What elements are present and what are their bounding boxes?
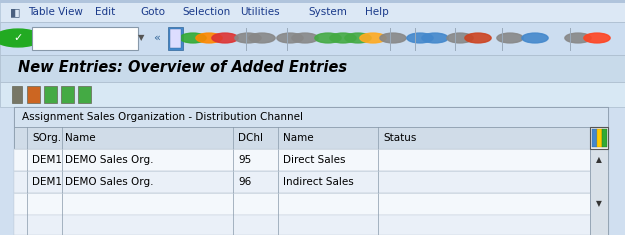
Text: DEMO Sales Org.: DEMO Sales Org. [65,155,154,165]
Text: 95: 95 [238,155,251,165]
Bar [14,107,608,127]
Bar [170,29,181,48]
Bar [590,149,608,235]
Bar [14,171,608,193]
Circle shape [584,33,610,43]
Bar [14,107,608,235]
Bar [597,129,602,147]
Bar [590,127,608,149]
Text: 96: 96 [238,177,251,187]
Text: ◧: ◧ [10,7,21,17]
Bar [0,0,625,22]
Text: DChl: DChl [238,133,263,143]
Bar [0,0,625,3]
Text: Indirect Sales: Indirect Sales [283,177,354,187]
Text: New Entries: Overview of Added Entries: New Entries: Overview of Added Entries [18,60,347,75]
Bar [602,129,607,147]
Circle shape [330,33,356,43]
Circle shape [407,33,433,43]
Circle shape [465,33,491,43]
Text: System: System [308,7,347,17]
Text: Name: Name [65,133,96,143]
Bar [61,86,74,103]
Circle shape [0,29,42,47]
Text: Help: Help [365,7,389,17]
Bar [12,86,22,103]
Bar [0,22,625,55]
Bar [14,127,608,149]
Text: Goto: Goto [140,7,165,17]
Circle shape [380,33,406,43]
Circle shape [212,33,238,43]
Bar [14,193,608,215]
Circle shape [315,33,341,43]
Bar [78,86,91,103]
Circle shape [235,33,261,43]
Bar [168,27,183,50]
Text: DEM1: DEM1 [32,177,62,187]
Circle shape [447,33,473,43]
Text: Direct Sales: Direct Sales [283,155,346,165]
Bar [44,86,57,103]
Text: Table View: Table View [28,7,83,17]
Text: ▼: ▼ [138,34,144,43]
Text: ✓: ✓ [13,33,22,43]
Circle shape [180,33,206,43]
Text: Utilities: Utilities [240,7,279,17]
Circle shape [422,33,448,43]
Circle shape [196,33,222,43]
Circle shape [497,33,523,43]
Text: DEM1: DEM1 [32,155,62,165]
Text: DEMO Sales Org.: DEMO Sales Org. [65,177,154,187]
Text: ▼: ▼ [596,200,602,208]
Circle shape [292,33,318,43]
Bar [27,86,40,103]
Text: ▲: ▲ [596,156,602,164]
Circle shape [565,33,591,43]
Circle shape [277,33,303,43]
Bar [14,215,608,235]
Text: Assignment Sales Organization - Distribution Channel: Assignment Sales Organization - Distribu… [22,112,303,122]
Bar [0,82,625,107]
Bar [32,27,138,50]
Circle shape [249,33,275,43]
Text: Edit: Edit [95,7,115,17]
Text: Status: Status [383,133,416,143]
Bar [0,55,625,82]
Circle shape [360,33,386,43]
Text: «: « [154,33,161,43]
Bar [14,149,608,171]
Text: Name: Name [283,133,314,143]
Circle shape [522,33,548,43]
Circle shape [345,33,371,43]
Text: Selection: Selection [182,7,230,17]
Text: SOrg.: SOrg. [32,133,61,143]
Bar [592,129,597,147]
